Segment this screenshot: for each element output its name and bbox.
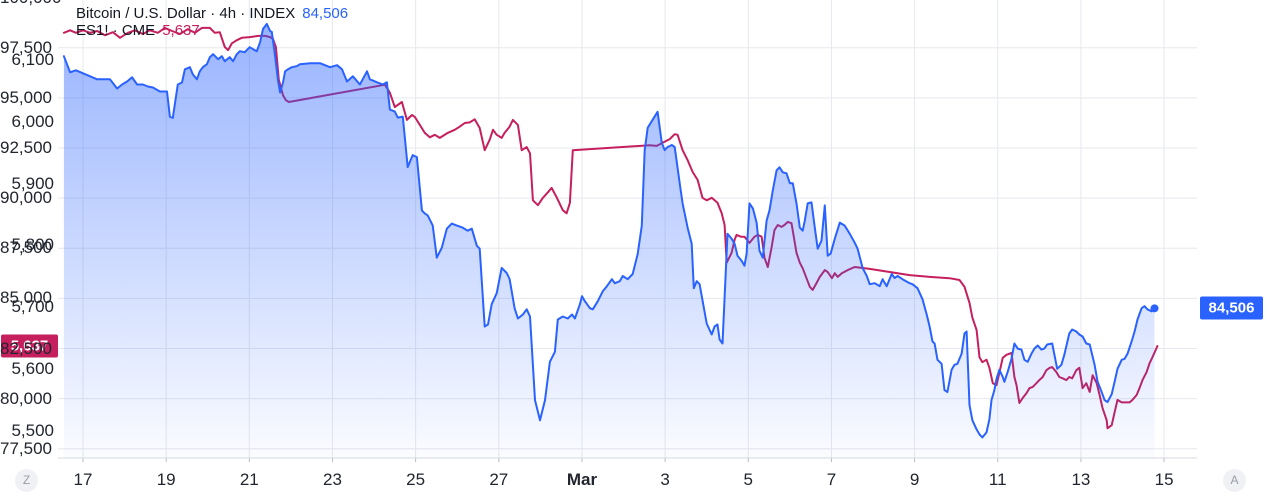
- right-axis-label: 100,000: [0, 0, 61, 8]
- time-axis-label: 25: [406, 470, 426, 489]
- legend-compare-series[interactable]: ES1! · CME 5,637: [76, 22, 348, 39]
- legend-main-series[interactable]: Bitcoin / U.S. Dollar · 4h · INDEX 84,506: [76, 5, 348, 22]
- left-axis-label: 6,000: [11, 111, 54, 131]
- right-axis-label: 97,500: [0, 37, 52, 57]
- right-axis-label: 95,000: [0, 87, 52, 107]
- time-axis-label: 23: [323, 470, 342, 489]
- time-axis-label: 15: [1154, 470, 1174, 489]
- time-axis-label: 5: [743, 470, 753, 489]
- time-axis-label: 7: [826, 470, 837, 489]
- left-axis-label: 5,800: [11, 235, 54, 255]
- right-axis-label: 90,000: [0, 188, 52, 208]
- legend-main-title: Bitcoin / U.S. Dollar · 4h · INDEX: [76, 5, 296, 22]
- legend-compare-value: 5,637: [162, 22, 200, 39]
- legend: Bitcoin / U.S. Dollar · 4h · INDEX 84,506…: [76, 5, 348, 39]
- legend-main-value: 84,506: [302, 5, 349, 22]
- right-axis-label: 80,000: [0, 388, 52, 408]
- series-lines: [62, 22, 1159, 459]
- time-axis-label: 19: [156, 470, 176, 489]
- time-axis-label: 27: [489, 470, 509, 489]
- left-axis-label: 5,500: [11, 420, 54, 440]
- time-axis-label: 9: [909, 470, 920, 489]
- es-price-badge: 5,637: [1, 334, 58, 358]
- btc-area-fill: [63, 23, 1155, 459]
- time-axis-label: 13: [1071, 470, 1091, 489]
- time-axis-label: 21: [239, 470, 259, 489]
- right-axis-label: 92,500: [0, 138, 52, 158]
- time-axis-label: 17: [73, 470, 93, 489]
- btc-series-line: [62, 22, 1156, 439]
- time-axis-label: 11: [988, 470, 1007, 489]
- left-axis-label: 5,600: [11, 359, 54, 378]
- right-axis-label: 82,500: [0, 338, 52, 358]
- left-axis-label: 5,700: [11, 297, 54, 317]
- btc-last-price-dot: [1150, 304, 1159, 313]
- legend-compare-title: ES1! · CME: [76, 22, 156, 39]
- timezone-button[interactable]: Z: [15, 469, 38, 492]
- right-axis-label: 77,500: [0, 438, 52, 458]
- time-axis-label: Mar: [566, 470, 598, 489]
- right-axis-label: 85,000: [0, 288, 52, 308]
- left-axis-label: 6,100: [11, 50, 54, 69]
- btc-price-badge: 84,506: [1200, 296, 1263, 320]
- right-axis-label: 87,500: [0, 238, 52, 258]
- left-axis-label: 5,900: [11, 173, 54, 193]
- auto-scale-button[interactable]: A: [1223, 469, 1246, 492]
- time-axis-label: 3: [660, 470, 670, 489]
